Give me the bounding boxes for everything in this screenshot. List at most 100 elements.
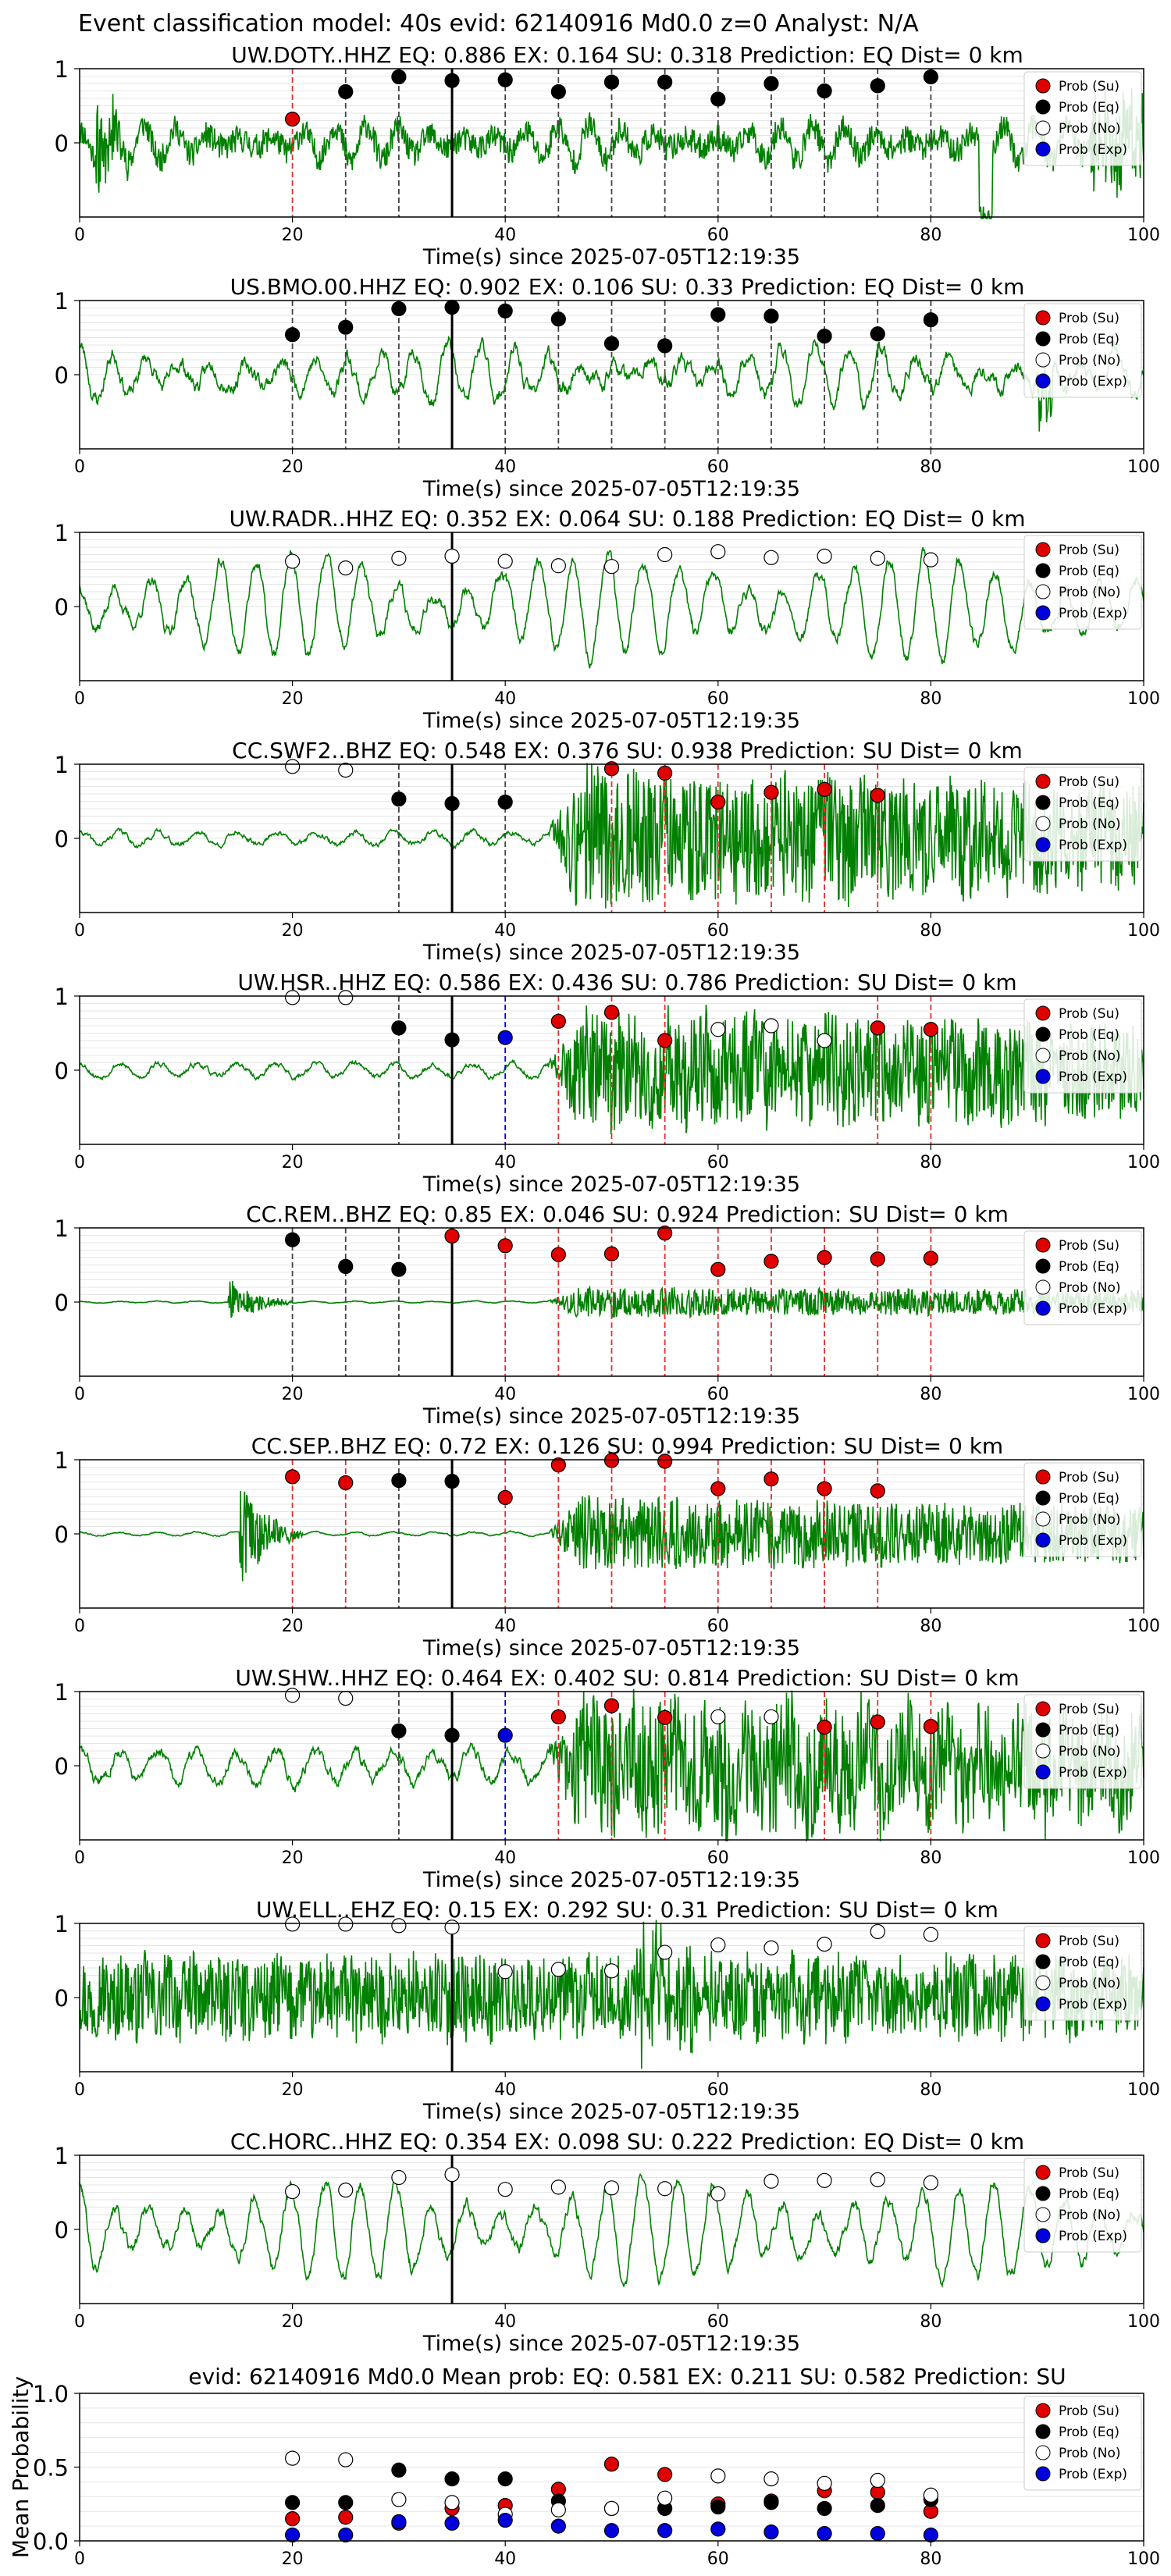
prob-point-eq bbox=[603, 336, 620, 351]
prob-point-eq bbox=[444, 1727, 460, 1743]
mean-point-exp bbox=[657, 2523, 673, 2539]
prob-point-eq bbox=[817, 329, 832, 344]
prob-point-exp bbox=[497, 1030, 513, 1045]
legend-label-no: Prob (No) bbox=[1059, 1744, 1121, 1759]
panel-title: CC.SEP..BHZ EQ: 0.72 EX: 0.126 SU: 0.994… bbox=[251, 1433, 1003, 1459]
y-tick-label: 1 bbox=[55, 1447, 69, 1474]
waveform-trace bbox=[79, 1688, 1144, 1841]
panel-title: CC.SWF2..BHZ EQ: 0.548 EX: 0.376 SU: 0.9… bbox=[232, 738, 1023, 763]
mean-point-exp bbox=[497, 2512, 513, 2528]
x-tick-label: 100 bbox=[1127, 2080, 1160, 2100]
x-tick-label: 60 bbox=[707, 1617, 729, 1636]
legend-box bbox=[1023, 767, 1142, 862]
x-tick-label: 20 bbox=[282, 1617, 304, 1636]
x-tick-label: 20 bbox=[282, 1848, 304, 1868]
legend-marker-su bbox=[1035, 1701, 1051, 1717]
legend-marker-exp bbox=[1035, 605, 1051, 621]
legend-label-exp: Prob (Exp) bbox=[1059, 2229, 1127, 2244]
y-tick-label: 0.0 bbox=[33, 2528, 69, 2555]
x-axis-label: Time(s) since 2025-07-05T12:19:35 bbox=[422, 941, 800, 965]
mean-point-exp bbox=[444, 2515, 460, 2531]
prob-point-no bbox=[817, 1033, 832, 1048]
prob-point-eq bbox=[923, 312, 939, 328]
waveform-trace bbox=[79, 763, 1144, 909]
x-tick-label: 0 bbox=[74, 457, 85, 477]
x-tick-label: 60 bbox=[707, 1848, 729, 1868]
legend: Prob (Su) Prob (Eq) Prob (No) Prob (Exp) bbox=[1023, 535, 1142, 630]
x-tick-label: 100 bbox=[1127, 689, 1160, 709]
prob-point-no bbox=[338, 1916, 354, 1932]
x-tick-label: 40 bbox=[494, 1385, 516, 1404]
mean-point-su bbox=[338, 2510, 354, 2525]
legend-marker-eq bbox=[1035, 1490, 1051, 1506]
prob-point-eq bbox=[338, 1258, 354, 1275]
x-tick-label: 40 bbox=[494, 226, 516, 245]
mean-point-eq bbox=[763, 2495, 779, 2510]
prob-point-eq bbox=[285, 1232, 301, 1247]
legend-marker-su bbox=[1035, 78, 1051, 94]
prob-point-eq bbox=[391, 1261, 407, 1277]
panel-title: evid: 62140916 Md0.0 Mean prob: EQ: 0.58… bbox=[188, 2364, 1066, 2389]
mean-point-no bbox=[657, 2490, 673, 2506]
y-tick-label: 0 bbox=[55, 1753, 69, 1780]
legend-box bbox=[1023, 1462, 1142, 1557]
legend-marker-eq bbox=[1035, 563, 1051, 578]
x-tick-label: 80 bbox=[920, 689, 941, 709]
y-tick-label: 0 bbox=[55, 1290, 69, 1316]
figure-title: Event classification model: 40s evid: 62… bbox=[78, 10, 919, 37]
x-tick-label: 20 bbox=[282, 226, 304, 245]
prob-point-su bbox=[870, 1251, 885, 1267]
x-tick-label: 40 bbox=[494, 457, 516, 477]
prob-point-su bbox=[763, 785, 779, 800]
prob-point-su bbox=[550, 1457, 566, 1473]
y-tick-label: 1 bbox=[55, 984, 69, 1010]
legend-label-no: Prob (No) bbox=[1059, 585, 1121, 600]
legend-marker-su bbox=[1035, 1005, 1051, 1021]
legend-label-no: Prob (No) bbox=[1059, 353, 1121, 368]
legend-label-exp: Prob (Exp) bbox=[1059, 606, 1127, 621]
prob-point-no bbox=[710, 1709, 726, 1724]
x-tick-label: 60 bbox=[707, 921, 729, 941]
mean-point-exp bbox=[391, 2514, 407, 2530]
prob-point-no bbox=[763, 1940, 779, 1955]
prob-point-su bbox=[657, 1033, 673, 1048]
x-tick-label: 20 bbox=[282, 2549, 304, 2569]
x-tick-label: 100 bbox=[1127, 1385, 1160, 1404]
y-tick-label: 0.5 bbox=[33, 2455, 69, 2482]
legend-label-exp: Prob (Exp) bbox=[1059, 1997, 1127, 2012]
prob-point-no bbox=[338, 560, 354, 576]
prob-point-no bbox=[710, 1022, 726, 1037]
legend-marker-eq bbox=[1035, 2424, 1051, 2439]
prob-point-no bbox=[391, 1918, 407, 1934]
x-tick-label: 80 bbox=[920, 1617, 941, 1636]
y-tick-label: 0 bbox=[55, 362, 69, 389]
panel-title: CC.REM..BHZ EQ: 0.85 EX: 0.046 SU: 0.924… bbox=[246, 1201, 1009, 1227]
legend-marker-su bbox=[1035, 1933, 1051, 1948]
prob-point-no bbox=[285, 2183, 301, 2200]
legend-marker-eq bbox=[1035, 1954, 1051, 1969]
legend-marker-exp bbox=[1035, 2466, 1051, 2482]
x-axis-label: Time(s) since 2025-07-05T12:19:35 bbox=[422, 245, 800, 269]
panel-2: 0 1 US.BMO.00.HHZ EQ: 0.902 EX: 0.106 SU: … bbox=[55, 274, 1160, 501]
legend-marker-eq bbox=[1035, 795, 1051, 810]
legend-label-exp: Prob (Exp) bbox=[1059, 1533, 1127, 1549]
x-tick-label: 60 bbox=[707, 457, 729, 477]
legend-marker-exp bbox=[1035, 1300, 1051, 1316]
panel-6: 0 1 CC.REM..BHZ EQ: 0.85 EX: 0.046 SU: 0.9… bbox=[55, 1201, 1160, 1429]
mean-point-no bbox=[870, 2472, 885, 2489]
legend-label-no: Prob (No) bbox=[1059, 1280, 1121, 1296]
mean-point-exp bbox=[763, 2524, 779, 2540]
panel-9: 0 1 UW.ELL..EHZ EQ: 0.15 EX: 0.292 SU: 0.3… bbox=[55, 1897, 1160, 2124]
y-tick-label: 0 bbox=[55, 594, 69, 621]
x-tick-label: 60 bbox=[707, 2312, 729, 2332]
x-axis-label: Time(s) since 2025-07-05T12:19:35 bbox=[422, 1172, 800, 1197]
x-tick-label: 40 bbox=[494, 2312, 516, 2332]
prob-point-eq bbox=[444, 299, 460, 315]
x-axis-label: Time(s) since 2025-07-05T12:19:35 bbox=[422, 709, 800, 733]
legend-box bbox=[1023, 1694, 1142, 1789]
legend-label-eq: Prob (Eq) bbox=[1059, 1027, 1119, 1043]
panel-8: 0 1 UW.SHW..HHZ EQ: 0.464 EX: 0.402 SU: 0.… bbox=[55, 1665, 1160, 1892]
legend-label-eq: Prob (Eq) bbox=[1059, 1723, 1119, 1738]
prob-point-no bbox=[710, 2186, 726, 2201]
